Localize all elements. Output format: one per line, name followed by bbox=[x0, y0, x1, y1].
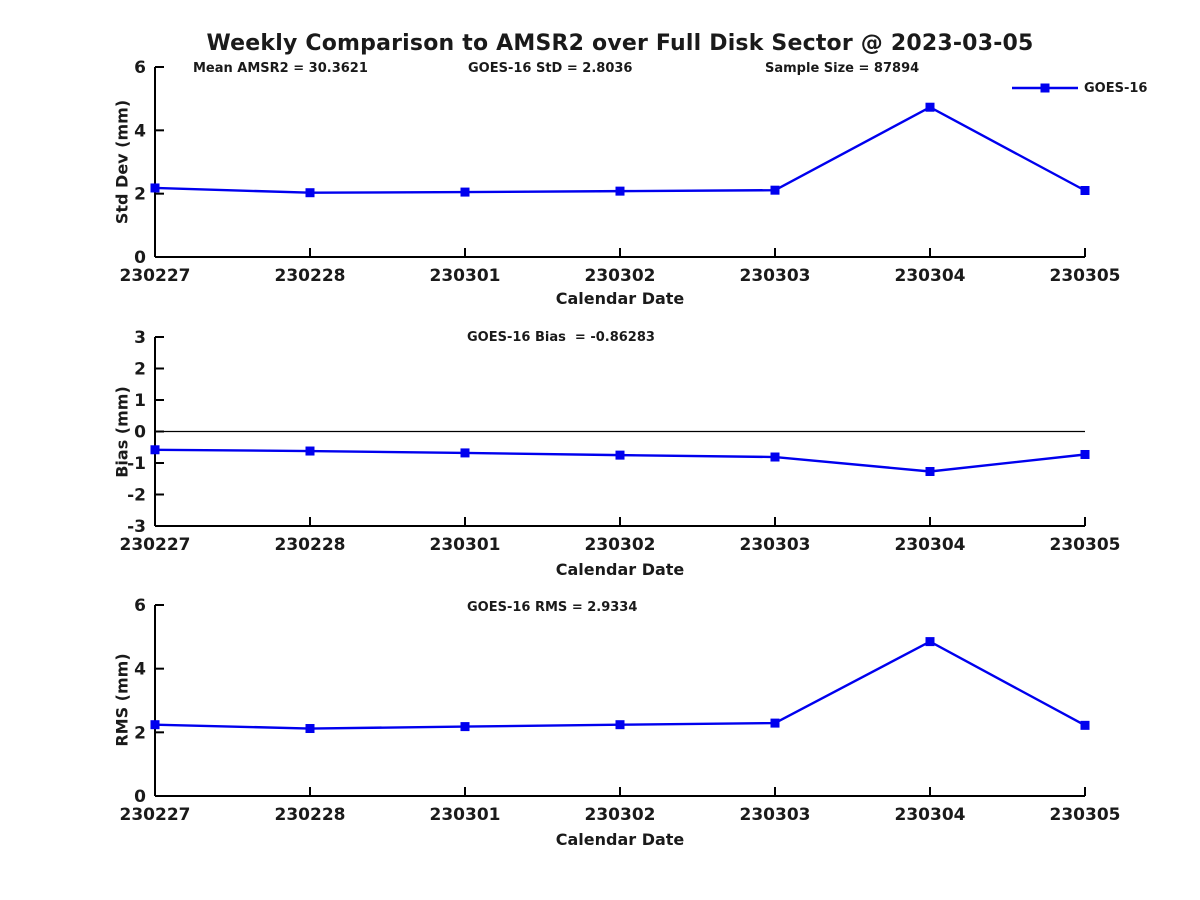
y-tick-label: -2 bbox=[127, 486, 146, 506]
chart-rms: 0 2 4 6 230227 230228 230301 230302 230303 230304… bbox=[120, 596, 1121, 825]
x-tick-label: 230305 bbox=[1050, 266, 1121, 286]
y-tick-label: 2 bbox=[134, 723, 146, 743]
x-tick-label: 230228 bbox=[275, 266, 346, 286]
x-tick-label: 230302 bbox=[585, 535, 656, 555]
x-tick-label: 230228 bbox=[275, 805, 346, 825]
figure-title: Weekly Comparison to AMSR2 over Full Dis… bbox=[206, 31, 1034, 56]
annotation-goes16-std: GOES-16 StD = 2.8036 bbox=[468, 61, 633, 76]
y-tick-label: 1 bbox=[134, 391, 146, 411]
y-tick-label: 6 bbox=[134, 596, 146, 616]
x-tick-label: 230305 bbox=[1050, 535, 1121, 555]
x-tick-label: 230303 bbox=[740, 535, 811, 555]
data-point-marker bbox=[305, 446, 315, 456]
legend-line-sample-icon bbox=[1012, 83, 1078, 93]
legend-label: GOES-16 bbox=[1084, 80, 1148, 96]
data-point-marker bbox=[615, 186, 625, 196]
y-tick-label: 0 bbox=[134, 787, 146, 807]
data-point-marker bbox=[925, 467, 935, 477]
data-point-marker bbox=[770, 185, 780, 195]
chart-bias: -3 -2 -1 0 1 2 3 230227 230228 230301 230302 230303… bbox=[120, 328, 1121, 555]
data-point-marker bbox=[925, 102, 935, 112]
x-axis-label-bottom: Calendar Date bbox=[555, 830, 685, 849]
x-tick-label: 230304 bbox=[895, 266, 966, 286]
y-tick-label: -1 bbox=[127, 454, 146, 474]
x-tick-label: 230301 bbox=[430, 535, 501, 555]
x-axis-label-middle: Calendar Date bbox=[555, 560, 685, 579]
annotation-goes16-rms: GOES-16 RMS = 2.9334 bbox=[467, 600, 638, 615]
x-tick-label: 230227 bbox=[120, 266, 191, 286]
data-point-marker bbox=[615, 450, 625, 460]
x-tick-label: 230303 bbox=[740, 266, 811, 286]
x-tick-label: 230301 bbox=[430, 805, 501, 825]
data-point-marker bbox=[770, 452, 780, 462]
x-tick-label: 230301 bbox=[430, 266, 501, 286]
x-tick-label: 230302 bbox=[585, 266, 656, 286]
data-point-marker bbox=[150, 183, 160, 193]
y-tick-label: 3 bbox=[134, 328, 146, 348]
x-axis-label-top: Calendar Date bbox=[555, 289, 685, 308]
y-tick-label: 0 bbox=[134, 423, 146, 443]
data-point-marker bbox=[1080, 449, 1090, 459]
data-point-marker bbox=[1080, 186, 1090, 195]
chart-std-dev: 0 2 4 6 230227 230228 230301 230302 230303 230304… bbox=[120, 58, 1121, 286]
x-tick-label: 230227 bbox=[120, 805, 191, 825]
x-tick-label: 230305 bbox=[1050, 805, 1121, 825]
x-tick-label: 230227 bbox=[120, 535, 191, 555]
y-tick-label: 2 bbox=[134, 360, 146, 380]
annotation-goes16-bias: GOES-16 Bias = -0.86283 bbox=[467, 330, 655, 345]
legend: GOES-16 bbox=[1012, 80, 1147, 96]
data-point-marker bbox=[770, 718, 780, 728]
y-tick-label: 2 bbox=[134, 185, 146, 205]
x-tick-label: 230304 bbox=[895, 805, 966, 825]
series-line-GOES-16 bbox=[154, 640, 1086, 730]
data-point-marker bbox=[615, 720, 625, 730]
y-tick-label: 4 bbox=[134, 660, 146, 680]
series-line-GOES-16 bbox=[154, 105, 1086, 194]
x-tick-label: 230304 bbox=[895, 535, 966, 555]
data-point-marker bbox=[925, 637, 935, 647]
y-tick-label: 4 bbox=[134, 121, 146, 141]
data-point-marker bbox=[150, 445, 160, 455]
data-point-marker bbox=[460, 187, 470, 197]
y-tick-label: -3 bbox=[127, 517, 146, 537]
x-tick-label: 230303 bbox=[740, 805, 811, 825]
x-tick-label: 230302 bbox=[585, 805, 656, 825]
data-point-marker bbox=[305, 724, 315, 734]
data-point-marker bbox=[460, 722, 470, 732]
annotation-sample-size: Sample Size = 87894 bbox=[765, 61, 920, 76]
x-tick-label: 230228 bbox=[275, 535, 346, 555]
data-point-marker bbox=[1080, 720, 1090, 730]
y-tick-label: 0 bbox=[134, 248, 146, 268]
annotation-mean-amsr2: Mean AMSR2 = 30.3621 bbox=[193, 61, 368, 76]
data-point-marker bbox=[150, 720, 160, 730]
y-tick-label: 6 bbox=[134, 58, 146, 78]
data-point-marker bbox=[305, 188, 315, 198]
data-point-marker bbox=[460, 448, 470, 458]
